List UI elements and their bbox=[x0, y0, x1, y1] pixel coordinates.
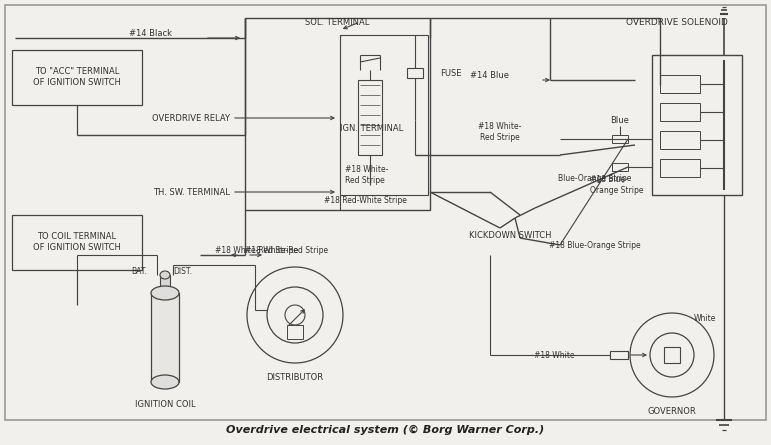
Text: OVERDRIVE RELAY: OVERDRIVE RELAY bbox=[152, 113, 230, 122]
Bar bbox=[160, 275, 170, 289]
Text: GOVERNOR: GOVERNOR bbox=[648, 406, 696, 416]
Text: TH. SW. TERMINAL: TH. SW. TERMINAL bbox=[153, 187, 230, 197]
Text: IGNITION COIL: IGNITION COIL bbox=[135, 400, 195, 409]
Bar bbox=[612, 163, 628, 171]
Text: SOL. TERMINAL: SOL. TERMINAL bbox=[305, 17, 369, 27]
Text: #18 Blue-
Orange Stripe: #18 Blue- Orange Stripe bbox=[590, 175, 644, 195]
Bar bbox=[664, 347, 680, 363]
Bar bbox=[660, 131, 700, 149]
Text: FUSE: FUSE bbox=[440, 69, 462, 77]
Bar bbox=[358, 80, 382, 155]
Bar bbox=[660, 103, 700, 121]
Text: #14 Blue: #14 Blue bbox=[470, 70, 510, 80]
Bar bbox=[12, 215, 142, 270]
Text: TO "ACC" TERMINAL
OF IGNITION SWITCH: TO "ACC" TERMINAL OF IGNITION SWITCH bbox=[33, 67, 121, 87]
Text: #18 White-
Red Stripe: #18 White- Red Stripe bbox=[345, 165, 389, 185]
Text: #14 Black: #14 Black bbox=[129, 28, 171, 37]
Bar bbox=[12, 50, 142, 105]
Text: #18 White: #18 White bbox=[534, 351, 575, 360]
Text: #18 White-Red Stripe: #18 White-Red Stripe bbox=[215, 246, 298, 255]
Text: BAT.: BAT. bbox=[131, 267, 147, 275]
Text: TO COIL TERMINAL
OF IGNITION SWITCH: TO COIL TERMINAL OF IGNITION SWITCH bbox=[33, 232, 121, 252]
Bar bbox=[151, 293, 179, 382]
Ellipse shape bbox=[151, 375, 179, 389]
Bar bbox=[407, 68, 423, 78]
Text: #18 Red-White Stripe: #18 Red-White Stripe bbox=[324, 195, 406, 205]
Bar bbox=[287, 325, 303, 339]
Bar bbox=[652, 55, 742, 195]
Text: IGN. TERMINAL: IGN. TERMINAL bbox=[340, 124, 403, 133]
Ellipse shape bbox=[160, 271, 170, 279]
Bar bbox=[340, 35, 428, 195]
Text: Blue: Blue bbox=[611, 116, 629, 125]
Text: #18 Blue-Orange Stripe: #18 Blue-Orange Stripe bbox=[549, 240, 641, 250]
Bar bbox=[612, 135, 628, 143]
Text: Blue-Orange Stripe: Blue-Orange Stripe bbox=[558, 174, 631, 182]
Bar bbox=[610, 351, 628, 359]
Bar bbox=[245, 18, 430, 210]
Bar bbox=[660, 159, 700, 177]
Ellipse shape bbox=[151, 286, 179, 300]
Bar bbox=[660, 75, 700, 93]
Text: DISTRIBUTOR: DISTRIBUTOR bbox=[267, 372, 324, 381]
Text: Overdrive electrical system (© Borg Warner Corp.): Overdrive electrical system (© Borg Warn… bbox=[226, 425, 544, 435]
Text: #18 White-
Red Stripe: #18 White- Red Stripe bbox=[478, 122, 522, 142]
Text: #18 White-Red Stripe: #18 White-Red Stripe bbox=[245, 246, 328, 255]
Text: KICKDOWN SWITCH: KICKDOWN SWITCH bbox=[469, 231, 551, 239]
Text: White: White bbox=[694, 313, 716, 323]
Text: DIST.: DIST. bbox=[173, 267, 192, 275]
Text: OVERDRIVE SOLENOID: OVERDRIVE SOLENOID bbox=[626, 17, 728, 27]
